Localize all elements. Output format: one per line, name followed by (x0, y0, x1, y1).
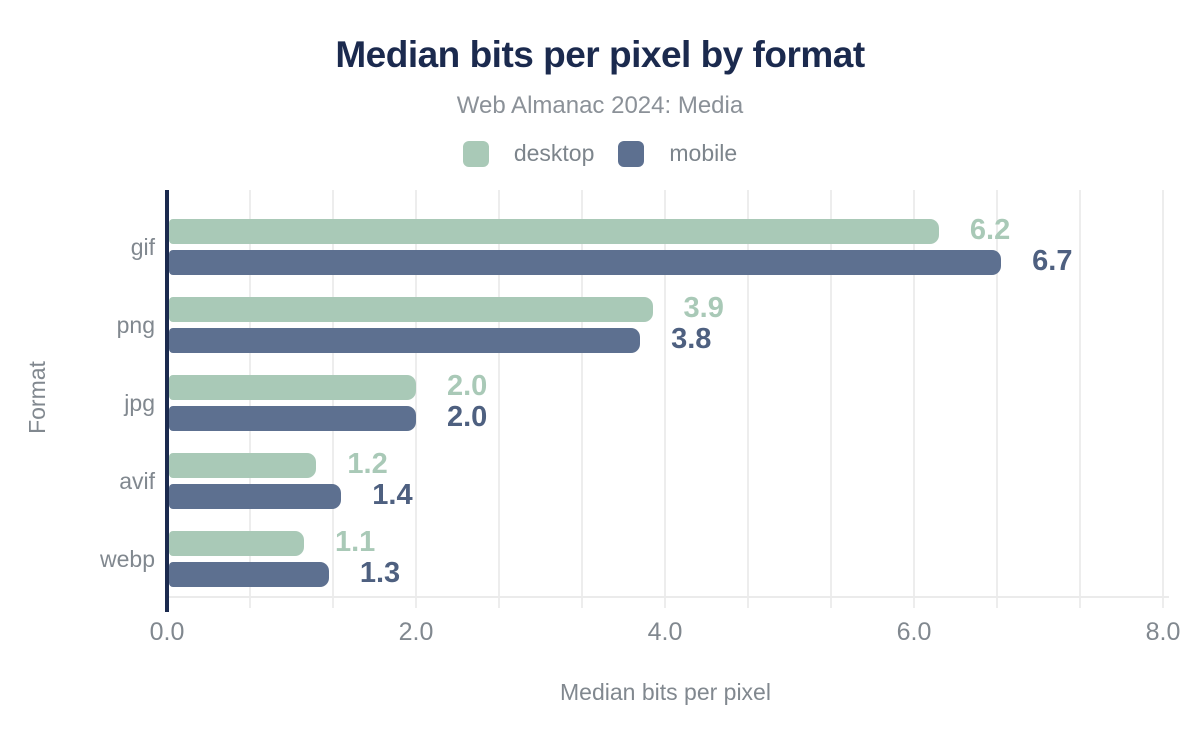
x-tick-label: 0.0 (149, 618, 185, 646)
gridline (415, 190, 417, 608)
mobile-swatch-icon (618, 140, 645, 167)
x-axis-title: Median bits per pixel (560, 679, 771, 705)
gridline (1079, 190, 1081, 608)
value-label-desktop-avif: 1.2 (347, 448, 388, 480)
x-tick-label: 2.0 (398, 618, 434, 646)
desktop-swatch-icon (462, 140, 489, 167)
value-label-mobile-webp: 1.3 (359, 557, 401, 589)
gridline (581, 190, 583, 608)
category-label: jpg (124, 390, 155, 416)
bar-desktop-jpg (169, 375, 416, 400)
chart-title: Median bits per pixel by format (335, 34, 865, 75)
category-label: avif (119, 468, 155, 494)
legend-label-mobile: mobile (669, 140, 738, 166)
x-axis-line (165, 596, 1169, 598)
bar-mobile-webp (169, 562, 329, 587)
legend-label-desktop: desktop (513, 140, 595, 166)
category-label: gif (130, 234, 155, 260)
y-axis-baseline (165, 190, 169, 612)
x-tick-label: 4.0 (647, 618, 683, 646)
value-label-mobile-png: 3.8 (671, 323, 712, 355)
gridline (913, 190, 915, 608)
bar-mobile-avif (169, 484, 342, 509)
value-label-mobile-jpg: 2.0 (447, 401, 488, 433)
chart-subtitle: Web Almanac 2024: Media (456, 92, 744, 119)
gridline (1162, 190, 1164, 608)
bar-desktop-avif (169, 453, 317, 478)
x-tick-label: 8.0 (1145, 618, 1181, 646)
bar-desktop-webp (169, 531, 304, 556)
value-label-mobile-gif: 6.7 (1032, 245, 1073, 277)
value-label-mobile-avif: 1.4 (372, 479, 413, 511)
category-label: png (116, 312, 155, 338)
gridline (664, 190, 666, 608)
bar-desktop-png (169, 297, 653, 322)
value-label-desktop-jpg: 2.0 (447, 370, 488, 402)
legend-item-mobile: mobile (618, 140, 737, 167)
value-label-desktop-png: 3.9 (683, 292, 724, 324)
legend-item-desktop: desktop (462, 140, 595, 167)
category-label: webp (100, 546, 155, 572)
gridline (830, 190, 832, 608)
bar-mobile-png (169, 328, 641, 353)
gridline (996, 190, 998, 608)
value-label-desktop-gif: 6.2 (969, 214, 1011, 246)
bar-desktop-gif (169, 219, 939, 244)
gridline (498, 190, 500, 608)
gridline (747, 190, 749, 608)
bar-mobile-jpg (169, 406, 416, 431)
x-tick-label: 6.0 (896, 618, 932, 646)
bar-mobile-gif (169, 250, 1002, 275)
legend: desktop mobile (0, 140, 1200, 167)
value-label-desktop-webp: 1.1 (334, 526, 376, 558)
